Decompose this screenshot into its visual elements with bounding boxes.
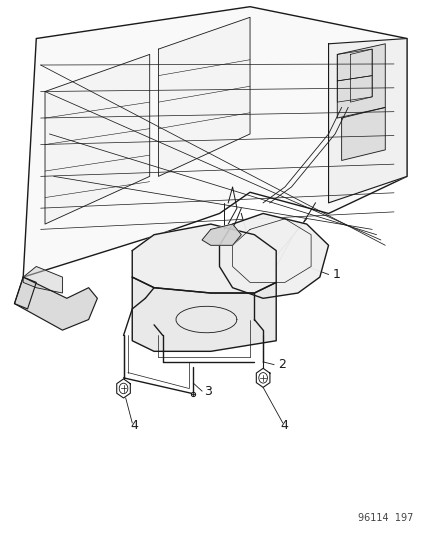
Text: 4: 4	[280, 419, 288, 432]
Text: 4: 4	[130, 419, 138, 432]
Polygon shape	[14, 277, 97, 330]
Polygon shape	[23, 266, 62, 293]
Polygon shape	[336, 44, 385, 118]
Polygon shape	[219, 214, 328, 298]
Polygon shape	[14, 277, 36, 309]
Text: 3: 3	[204, 385, 212, 398]
Polygon shape	[45, 54, 149, 224]
Text: 2: 2	[278, 358, 286, 371]
Polygon shape	[132, 224, 276, 293]
Polygon shape	[132, 277, 276, 351]
Polygon shape	[201, 224, 241, 245]
Text: 1: 1	[332, 268, 340, 281]
Polygon shape	[23, 7, 406, 277]
Polygon shape	[341, 108, 385, 160]
Text: 96114  197: 96114 197	[357, 513, 412, 523]
Polygon shape	[328, 38, 406, 203]
Polygon shape	[158, 17, 250, 176]
